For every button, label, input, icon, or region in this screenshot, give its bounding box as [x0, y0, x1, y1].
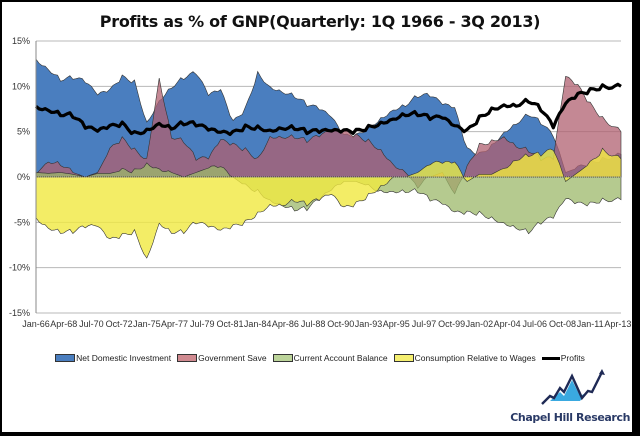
x-tick-label: Apr-77	[161, 319, 188, 329]
legend-label: Current Account Balance	[293, 353, 388, 363]
legend-item-current-account-balance: Current Account Balance	[272, 353, 388, 363]
y-tick-label: 15%	[12, 36, 30, 46]
legend-label: Government Save	[198, 353, 267, 363]
legend-item-government-save: Government Save	[177, 353, 267, 363]
series-area-consumption-relative-to-wages	[35, 147, 622, 259]
x-tick-label: Jan-66	[22, 319, 50, 329]
x-tick-label: Oct-99	[438, 319, 465, 329]
y-tick-label: 0%	[17, 172, 30, 182]
x-tick-label: Jan-93	[355, 319, 383, 329]
x-tick-label: Jul-70	[79, 319, 104, 329]
legend: Net Domestic Investment Government Save …	[0, 353, 640, 363]
x-tick-label: Apr-86	[272, 319, 299, 329]
x-tick-label: Oct-81	[216, 319, 243, 329]
axes: 15%10%5%0%-5%-10%-15%Jan-66 Apr-68 Jul-70 O…	[9, 36, 631, 329]
x-tick-label: Apr-95	[383, 319, 410, 329]
line-series-layer	[34, 82, 622, 178]
chart-title: Profits as % of GNP(Quarterly: 1Q 1966 -…	[99, 12, 541, 31]
legend-label: Profits	[560, 353, 585, 363]
legend-item-consumption-relative-to-wages: Consumption Relative to Wages	[393, 353, 536, 363]
legend-label: Consumption Relative to Wages	[414, 353, 536, 363]
x-tick-label: Jan-02	[466, 319, 494, 329]
mountain-chart-icon	[541, 369, 605, 405]
x-tick-label: Jan-84	[244, 319, 272, 329]
legend-item-profits: Profits	[541, 353, 585, 363]
x-tick-label: Oct-08	[549, 319, 576, 329]
x-tick-label: Apr-04	[494, 319, 521, 329]
legend-swatch	[177, 354, 198, 362]
legend-swatch	[541, 356, 560, 360]
y-tick-label: -5%	[14, 217, 30, 227]
x-tick-label: Apr-68	[50, 319, 77, 329]
legend-swatch	[393, 354, 414, 362]
x-tick-label: Oct-72	[106, 319, 133, 329]
y-tick-label: 5%	[17, 127, 30, 137]
legend-label: Net Domestic Investment	[76, 353, 172, 363]
x-tick-label: Jul-97	[412, 319, 437, 329]
x-tick-label: Jan-75	[133, 319, 161, 329]
y-tick-label: -10%	[9, 263, 30, 273]
x-tick-label: Jul-06	[523, 319, 548, 329]
area-series-layer	[35, 58, 622, 259]
series-line-profits	[34, 82, 622, 137]
x-tick-label: Apr-13	[604, 319, 631, 329]
y-tick-label: 10%	[12, 81, 30, 91]
x-tick-label: Jul-88	[301, 319, 326, 329]
x-tick-label: Jan-11	[577, 319, 604, 329]
legend-item-net-domestic-investment: Net Domestic Investment	[55, 353, 171, 363]
x-tick-label: Oct-90	[327, 319, 354, 329]
legend-swatch	[272, 354, 293, 362]
x-tick-label: Jul-79	[190, 319, 215, 329]
legend-swatch	[55, 354, 76, 362]
y-tick-label: -15%	[9, 308, 30, 318]
brand-name: Chapel Hill Research	[510, 411, 630, 424]
